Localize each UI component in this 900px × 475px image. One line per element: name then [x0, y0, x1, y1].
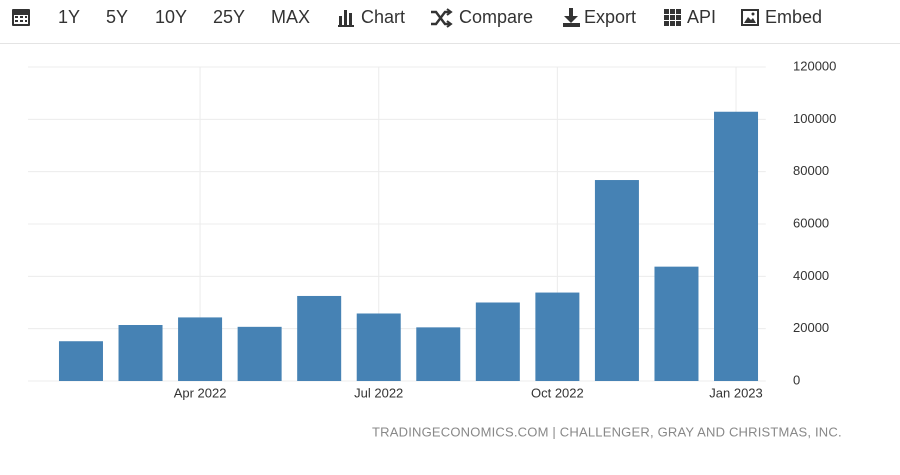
- x-tick-label: Oct 2022: [531, 385, 584, 400]
- bar: [118, 325, 163, 381]
- bar: [475, 302, 520, 381]
- toolbar-button[interactable]: 10Y: [155, 7, 187, 27]
- x-tick-label: Jul 2022: [354, 385, 403, 400]
- bar: [654, 266, 699, 381]
- bar: [58, 341, 103, 381]
- bar: [714, 111, 759, 382]
- compare-icon[interactable]: [431, 8, 453, 28]
- toolbar-button[interactable]: 1Y: [58, 7, 80, 27]
- bar: [594, 180, 639, 381]
- y-tick-label: 80000: [793, 163, 829, 178]
- y-tick-label: 20000: [793, 320, 829, 335]
- toolbar-button[interactable]: API: [687, 7, 716, 27]
- source-note: TRADINGECONOMICS.COM | CHALLENGER, GRAY …: [372, 424, 842, 439]
- bar: [356, 313, 401, 381]
- toolbar-button[interactable]: Embed: [765, 7, 822, 27]
- y-tick-label: 60000: [793, 215, 829, 230]
- x-tick-label: Apr 2022: [174, 385, 227, 400]
- toolbar-button[interactable]: MAX: [271, 7, 310, 27]
- bar: [297, 295, 342, 381]
- y-tick-label: 40000: [793, 268, 829, 283]
- y-tick-label: 100000: [793, 111, 836, 126]
- bar: [237, 326, 282, 381]
- y-tick-label: 0: [793, 372, 800, 387]
- bar: [416, 327, 461, 381]
- toolbar-button[interactable]: Chart: [361, 7, 405, 27]
- y-tick-label: 120000: [793, 58, 836, 73]
- toolbar-button[interactable]: 25Y: [213, 7, 245, 27]
- bar: [178, 317, 223, 381]
- calendar-icon[interactable]: [12, 9, 30, 26]
- toolbar-button[interactable]: Compare: [459, 7, 533, 27]
- toolbar-icons: [12, 8, 759, 28]
- chart-icon[interactable]: [338, 10, 354, 27]
- toolbar-button[interactable]: Export: [584, 7, 636, 27]
- export-icon[interactable]: [563, 8, 580, 27]
- bar: [535, 292, 580, 381]
- toolbar-button[interactable]: 5Y: [106, 7, 128, 27]
- x-tick-label: Jan 2023: [709, 385, 763, 400]
- api-icon[interactable]: [664, 9, 681, 26]
- embed-icon[interactable]: [741, 9, 759, 26]
